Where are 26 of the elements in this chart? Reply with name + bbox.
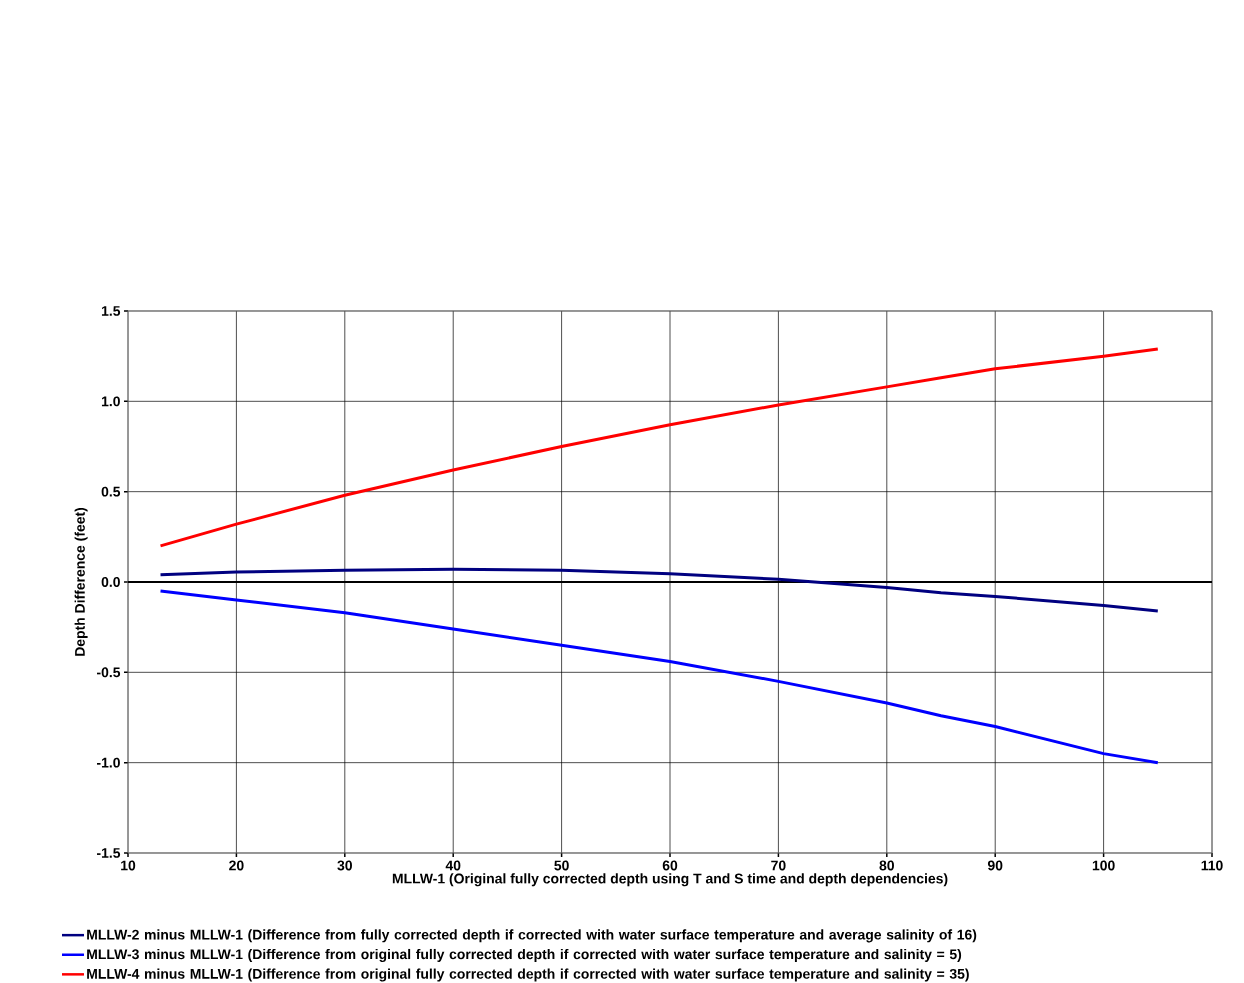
- x-tick-label: 50: [554, 860, 569, 871]
- x-tick-label: 110: [1201, 860, 1223, 871]
- legend-label: MLLW-2 minus MLLW-1 (Difference from fully corrected depth if corrected with water surface temperature and average salinity of 16): [87, 929, 977, 943]
- legend-label: MLLW-3 minus MLLW-1 (Difference from original fully corrected depth if corrected with water surface temperature and salinity = 5): [87, 948, 962, 962]
- line-series: [159, 567, 1160, 613]
- x-axis-title: MLLW-1 (Original fully corrected depth using T and S time and depth dependencies): [392, 873, 948, 887]
- line-series: [159, 589, 1160, 765]
- x-tick-label: 80: [879, 860, 894, 871]
- y-axis-title: Depth Difference (feet): [74, 507, 88, 656]
- x-tick-label: 10: [121, 860, 136, 871]
- x-tick-label: 30: [337, 860, 352, 871]
- y-tick-label: 0.0: [101, 576, 120, 587]
- x-tick-label: 60: [662, 860, 678, 871]
- y-tick-label: -0.5: [97, 667, 121, 678]
- y-tick-label: -1.0: [97, 757, 120, 768]
- x-tick-label: 90: [987, 860, 1003, 871]
- y-tick-label: -1.5: [97, 848, 121, 858]
- x-tick-label: 70: [771, 860, 786, 871]
- x-tick-label: 40: [445, 860, 461, 871]
- y-tick-label: 0.5: [101, 486, 121, 497]
- legend-label: MLLW-4 minus MLLW-1 (Difference from original fully corrected depth if corrected with water surface temperature and salinity = 35): [87, 968, 969, 982]
- line-series: [159, 347, 1160, 548]
- y-tick-label: 1.5: [101, 306, 121, 316]
- x-tick-label: 100: [1092, 860, 1115, 871]
- y-tick-label: 1.0: [101, 396, 120, 407]
- x-tick-label: 20: [229, 860, 244, 871]
